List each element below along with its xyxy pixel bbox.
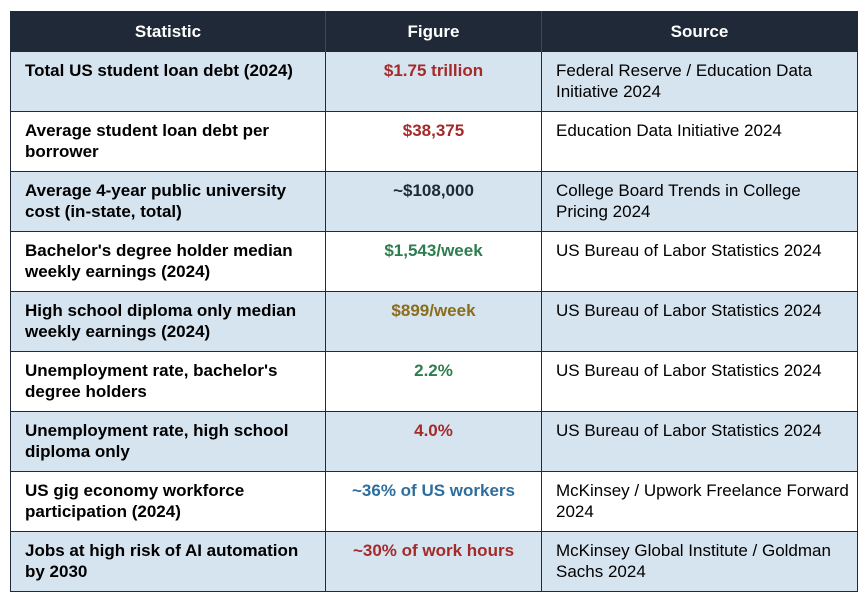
table-row: Total US student loan debt (2024) $1.75 …	[10, 51, 858, 112]
figure-cell: $38,375	[325, 111, 542, 172]
statistic-cell: US gig economy workforce participation (…	[10, 471, 326, 532]
statistic-cell: Unemployment rate, high school diploma o…	[10, 411, 326, 472]
figure-cell: ~30% of work hours	[325, 531, 542, 592]
table-row: US gig economy workforce participation (…	[10, 471, 858, 532]
header-statistic: Statistic	[10, 11, 326, 52]
table-row: Average student loan debt per borrower $…	[10, 111, 858, 172]
statistic-cell: Average student loan debt per borrower	[10, 111, 326, 172]
source-cell: US Bureau of Labor Statistics 2024	[541, 291, 858, 352]
statistic-cell: Total US student loan debt (2024)	[10, 51, 326, 112]
source-cell: US Bureau of Labor Statistics 2024	[541, 351, 858, 412]
header-figure: Figure	[325, 11, 542, 52]
statistics-table: Statistic Figure Source Total US student…	[10, 11, 858, 592]
source-cell: College Board Trends in College Pricing …	[541, 171, 858, 232]
table-row: Unemployment rate, high school diploma o…	[10, 411, 858, 472]
header-row: Statistic Figure Source	[10, 11, 858, 52]
source-cell: Federal Reserve / Education Data Initiat…	[541, 51, 858, 112]
figure-cell: $899/week	[325, 291, 542, 352]
figure-cell: ~$108,000	[325, 171, 542, 232]
source-cell: McKinsey Global Institute / Goldman Sach…	[541, 531, 858, 592]
table-row: High school diploma only median weekly e…	[10, 291, 858, 352]
figure-cell: ~36% of US workers	[325, 471, 542, 532]
table-row: Bachelor's degree holder median weekly e…	[10, 231, 858, 292]
statistic-cell: Jobs at high risk of AI automation by 20…	[10, 531, 326, 592]
header-source: Source	[541, 11, 858, 52]
source-cell: US Bureau of Labor Statistics 2024	[541, 411, 858, 472]
table-row: Jobs at high risk of AI automation by 20…	[10, 531, 858, 592]
statistic-cell: Average 4-year public university cost (i…	[10, 171, 326, 232]
figure-cell: $1,543/week	[325, 231, 542, 292]
statistic-cell: High school diploma only median weekly e…	[10, 291, 326, 352]
figure-cell: 4.0%	[325, 411, 542, 472]
statistic-cell: Unemployment rate, bachelor's degree hol…	[10, 351, 326, 412]
statistic-cell: Bachelor's degree holder median weekly e…	[10, 231, 326, 292]
statistics-table-container: Statistic Figure Source Total US student…	[10, 11, 858, 592]
source-cell: Education Data Initiative 2024	[541, 111, 858, 172]
figure-cell: 2.2%	[325, 351, 542, 412]
source-cell: McKinsey / Upwork Freelance Forward 2024	[541, 471, 858, 532]
table-row: Average 4-year public university cost (i…	[10, 171, 858, 232]
figure-cell: $1.75 trillion	[325, 51, 542, 112]
table-row: Unemployment rate, bachelor's degree hol…	[10, 351, 858, 412]
source-cell: US Bureau of Labor Statistics 2024	[541, 231, 858, 292]
